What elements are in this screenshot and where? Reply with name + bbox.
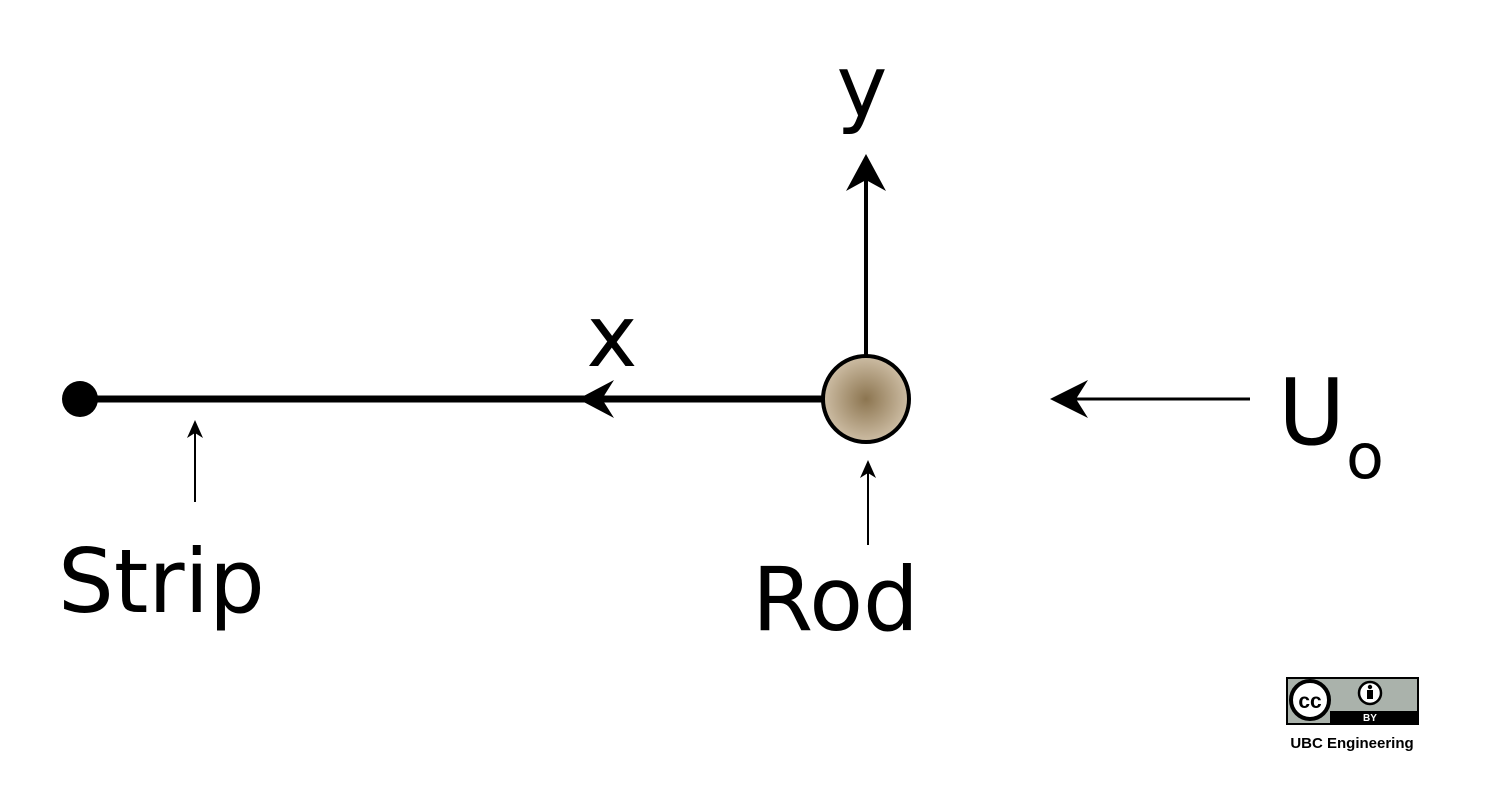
velocity-arrowhead [1050,380,1088,418]
strip-end-dot [62,381,98,417]
rod-label: Rod [752,548,919,651]
badge-by-strip [1330,711,1418,724]
velocity-subscript: o [1346,420,1384,493]
velocity-label-main: U [1278,359,1345,466]
strip-label: Strip [58,530,265,633]
cc-icon-text: cc [1298,690,1322,713]
y-axis-arrowhead [846,154,886,191]
y-axis-label: y [837,37,888,137]
cc-icon: cc [1289,679,1331,721]
x-axis-arrowhead [578,380,614,418]
cc-by-badge: cc BY [1286,677,1419,725]
badge-by-text: BY [1363,713,1377,724]
rod-circle [821,354,911,444]
person-icon [1357,680,1383,706]
credit-text: UBC Engineering [1290,735,1413,752]
velocity-label: U [1278,359,1345,466]
x-axis-label: x [587,287,638,387]
strip-pointer-arrowhead [187,420,203,438]
rod-pointer-arrowhead [860,460,876,478]
